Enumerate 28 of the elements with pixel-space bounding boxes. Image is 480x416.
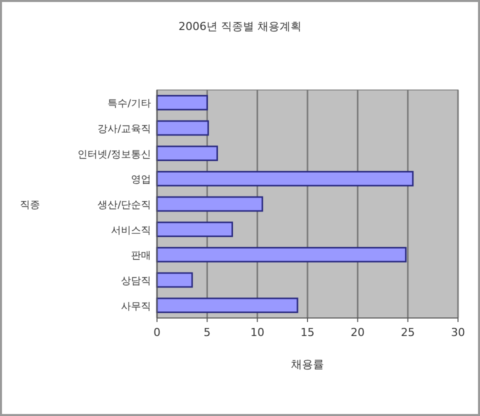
y-tick-label: 인터넷/정보통신 [78,149,151,160]
bar [156,146,218,162]
bar [156,170,414,186]
x-tick-label: 20 [350,326,365,339]
chart-title: 2006년 직종별 채용계획 [178,20,302,33]
bar [156,222,233,238]
y-axis-title: 직종 [20,200,40,211]
y-tick-label: 판매 [131,250,151,262]
bar [156,246,407,262]
y-tick-label: 상담직 [121,276,151,287]
y-tick-label: 사무직 [121,301,151,312]
bar [156,120,209,136]
x-tick-label: 25 [400,326,415,339]
x-tick-label: 10 [250,326,264,339]
bar [156,94,208,110]
y-tick-label: 특수/기타 [108,98,151,110]
y-tick-label: 생산/단순직 [98,200,151,211]
x-tick-label: 0 [154,326,160,339]
x-tick-label: 30 [451,326,465,339]
x-tick-label: 15 [300,326,314,339]
y-tick-label: 서비스직 [111,225,151,236]
x-tick-label: 5 [204,326,211,339]
x-axis-title: 채용률 [291,358,324,371]
bar [156,272,193,288]
bar [156,298,298,314]
y-tick-label: 강사/교육직 [98,124,151,135]
bar [156,196,264,212]
y-tick-label: 영업 [131,174,151,186]
